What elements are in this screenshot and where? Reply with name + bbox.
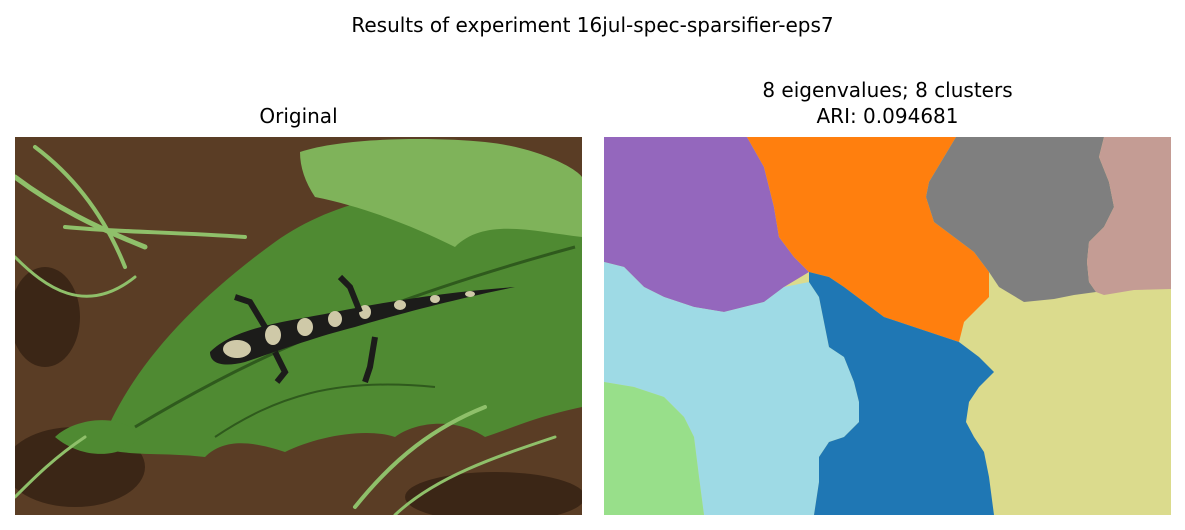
salamander-leg — [234, 294, 268, 329]
grass-blade — [15, 174, 148, 250]
salamander-leg — [362, 336, 378, 383]
original-image — [15, 137, 582, 515]
salamander-band — [394, 300, 406, 310]
grass-blade — [15, 435, 87, 499]
salamander-body — [210, 287, 515, 365]
salamander-leg — [272, 350, 289, 384]
salamander-band — [223, 340, 251, 358]
grass-blade — [15, 255, 137, 298]
segmentation-title-line-1: 8 eigenvalues; 8 clusters — [762, 78, 1013, 102]
salamander-band — [359, 305, 371, 319]
original-panel-title: Original — [259, 104, 338, 128]
grass-blade — [63, 225, 247, 239]
segment-light-green — [604, 382, 704, 515]
segmentation-panel-title: 8 eigenvalues; 8 clusters ARI: 0.094681 — [604, 77, 1171, 129]
segmentation-title-line-2: ARI: 0.094681 — [816, 104, 959, 128]
original-photo-svg — [15, 137, 582, 515]
figure-suptitle: Results of experiment 16jul-spec-sparsif… — [351, 13, 834, 37]
segmentation-map-svg — [604, 137, 1171, 515]
salamander-band — [328, 311, 342, 327]
leaf-vein — [214, 383, 436, 438]
segment-orange — [747, 137, 989, 342]
segmentation-image — [604, 137, 1171, 515]
small-leaf — [55, 420, 140, 454]
segment-blue — [809, 272, 994, 515]
segment-rose — [1087, 137, 1171, 295]
grass-blade — [33, 145, 127, 269]
upper-leaf — [300, 139, 582, 247]
segment-light-blue — [604, 262, 859, 515]
salamander-band — [430, 295, 440, 303]
salamander-band — [465, 291, 475, 297]
segment-purple — [604, 137, 809, 312]
salamander-band — [297, 318, 313, 336]
soil-patch — [405, 472, 582, 515]
grass-blade — [393, 435, 557, 515]
salamander-leg — [337, 274, 363, 314]
salamander-band — [265, 325, 281, 345]
grass-blade — [353, 405, 487, 509]
segment-gray — [926, 137, 1114, 302]
